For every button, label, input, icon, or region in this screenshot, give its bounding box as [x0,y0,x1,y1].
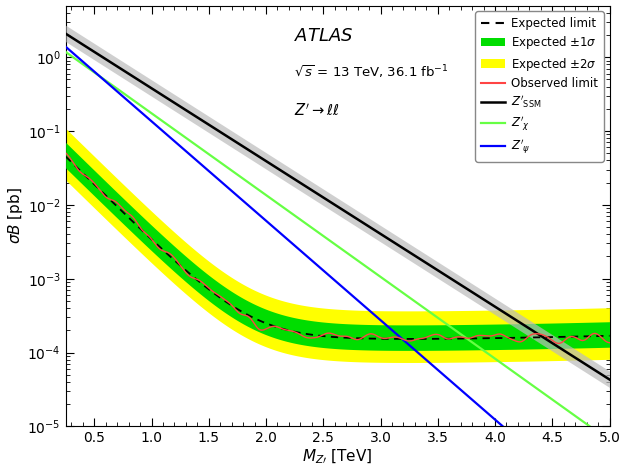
Text: $\sqrt{s}$ = 13 TeV, 36.1 fb$^{-1}$: $\sqrt{s}$ = 13 TeV, 36.1 fb$^{-1}$ [294,65,449,82]
Y-axis label: $\sigma B$ [pb]: $\sigma B$ [pb] [6,187,24,244]
Legend: Expected limit, Expected $\pm 1\sigma$, Expected $\pm 2\sigma$, Observed limit, : Expected limit, Expected $\pm 1\sigma$, … [475,11,603,161]
Text: $Z' \rightarrow \ell\ell$: $Z' \rightarrow \ell\ell$ [294,102,340,119]
Text: $\mathbf{\it{ATLAS}}$: $\mathbf{\it{ATLAS}}$ [294,26,354,44]
X-axis label: $M_{Z\prime}$ [TeV]: $M_{Z\prime}$ [TeV] [302,448,373,466]
